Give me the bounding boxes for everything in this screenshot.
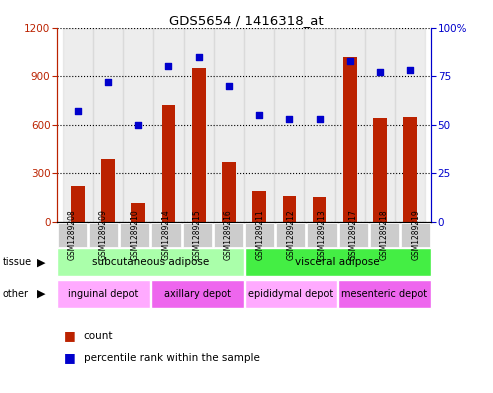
Point (134, 122, 142, 128)
Bar (192, 68, 206, 222)
Text: GSM1289208: GSM1289208 (68, 209, 77, 260)
Bar (244, 28, 274, 222)
Point (316, 116, 323, 122)
Bar (183, 28, 214, 222)
Point (104, 79, 112, 85)
Bar (101, 159, 115, 222)
Bar (252, 191, 266, 222)
Text: GSM1289211: GSM1289211 (255, 209, 264, 260)
Text: percentile rank within the sample: percentile rank within the sample (84, 353, 260, 363)
Bar (132, 203, 145, 222)
Bar (71, 186, 85, 222)
Text: GDS5654 / 1416318_at: GDS5654 / 1416318_at (169, 14, 324, 27)
Text: other: other (2, 289, 29, 299)
Text: inguinal depot: inguinal depot (69, 289, 139, 299)
Bar (274, 28, 305, 222)
Bar (222, 162, 236, 222)
Bar (63, 28, 93, 222)
Bar (153, 28, 183, 222)
Text: ■: ■ (64, 329, 76, 343)
Text: GSM1289209: GSM1289209 (99, 209, 108, 260)
Text: ▶: ▶ (37, 289, 45, 299)
Point (225, 83, 233, 89)
Bar (365, 28, 395, 222)
Bar (373, 118, 387, 222)
Point (195, 53, 203, 60)
Bar (305, 28, 335, 222)
Text: axillary depot: axillary depot (164, 289, 231, 299)
Point (406, 67, 414, 73)
Point (346, 57, 354, 64)
Text: GSM1289210: GSM1289210 (130, 209, 139, 260)
Text: GSM1289217: GSM1289217 (349, 209, 358, 260)
Point (285, 116, 293, 122)
Text: tissue: tissue (2, 257, 32, 267)
Bar (395, 28, 425, 222)
Point (255, 112, 263, 118)
Text: GSM1289219: GSM1289219 (411, 209, 420, 260)
Text: epididymal depot: epididymal depot (248, 289, 333, 299)
Point (376, 69, 384, 75)
Text: subcutaneous adipose: subcutaneous adipose (92, 257, 209, 267)
Text: mesenteric depot: mesenteric depot (342, 289, 427, 299)
Text: GSM1289212: GSM1289212 (286, 209, 295, 260)
Text: GSM1289218: GSM1289218 (380, 209, 389, 260)
Bar (93, 28, 123, 222)
Text: ▶: ▶ (37, 257, 45, 267)
Text: GSM1289214: GSM1289214 (162, 209, 171, 260)
Text: count: count (84, 331, 113, 341)
Text: GSM1289215: GSM1289215 (193, 209, 202, 260)
Text: ■: ■ (64, 351, 76, 364)
Bar (214, 28, 244, 222)
Bar (162, 105, 176, 222)
Bar (343, 57, 356, 222)
Bar (123, 28, 153, 222)
Bar (313, 197, 326, 222)
Text: visceral adipose: visceral adipose (295, 257, 380, 267)
Point (74, 108, 82, 114)
Bar (282, 196, 296, 222)
Text: GSM1289213: GSM1289213 (317, 209, 326, 260)
Point (165, 63, 173, 70)
Bar (335, 28, 365, 222)
Bar (403, 117, 417, 222)
Text: GSM1289216: GSM1289216 (224, 209, 233, 260)
